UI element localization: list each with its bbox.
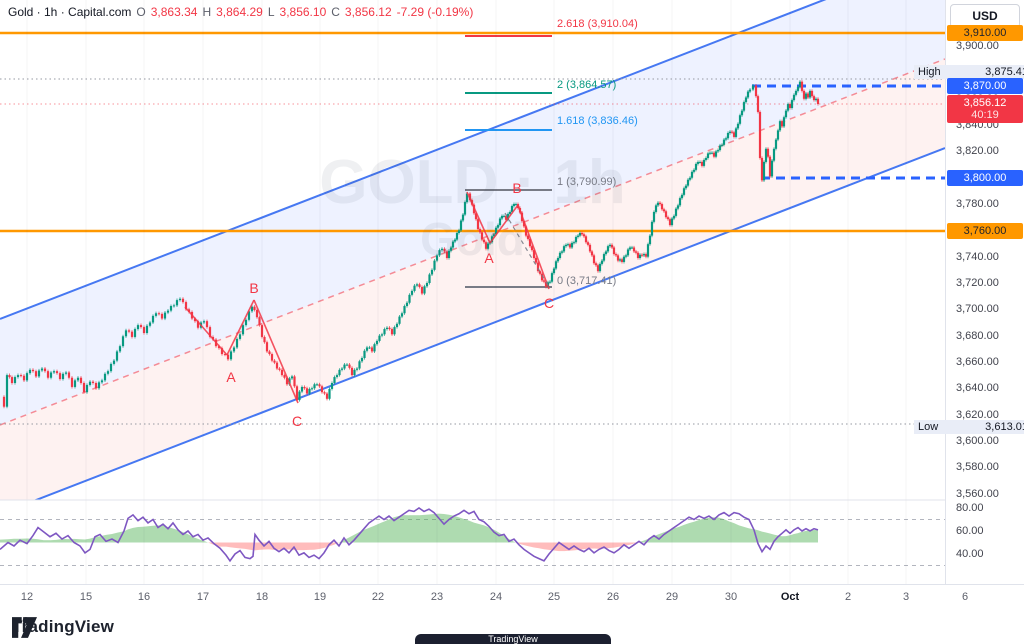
- abc-zigzag-line: [184, 306, 228, 356]
- fib-level-label: 2.618 (3,910.04): [557, 18, 638, 30]
- abc-zigzag-line: [466, 191, 491, 244]
- time-tick-label: 24: [489, 591, 503, 603]
- tradingview-logo-text: TradingView: [12, 617, 115, 636]
- price-tick-label: 60.00: [956, 525, 984, 537]
- wave-label-a: A: [226, 369, 236, 385]
- price-tick-label: 3,680.00: [956, 330, 999, 342]
- symbol-legend[interactable]: Gold · 1h · Capital.com O 3,863.34 H 3,8…: [8, 5, 473, 19]
- time-tick-label: 16: [137, 591, 151, 603]
- fib-level-label: 0 (3,717.41): [557, 275, 617, 287]
- attribution-text: TradingView: [488, 634, 538, 644]
- price-level-badge: 3,870.00: [947, 78, 1023, 94]
- time-tick-label: 30: [724, 591, 738, 603]
- fib-level-label: 1.618 (3,836.46): [557, 115, 638, 127]
- price-tick-label: 80.00: [956, 502, 984, 514]
- abc-zigzag-line: [517, 204, 550, 290]
- time-tick-label: 29: [665, 591, 679, 603]
- fib-level-label: 1 (3,790.99): [557, 176, 617, 188]
- price-tick-label: 3,700.00: [956, 303, 999, 315]
- fib-level-label: 2 (3,864.57): [557, 79, 617, 91]
- price-tick-label: 3,740.00: [956, 251, 999, 263]
- last-price-badge: 3,856.12 40:19: [947, 95, 1023, 123]
- time-tick-label: 12: [20, 591, 34, 603]
- price-level-badge: 3,910.00: [947, 25, 1023, 41]
- high-price-row: High 3,875.41: [914, 65, 1024, 79]
- low-value: 3,856.10: [279, 5, 327, 19]
- close-label: C: [331, 5, 340, 19]
- price-tick-label: 3,780.00: [956, 198, 999, 210]
- change-value: -7.29 (-0.19%): [396, 5, 474, 19]
- price-axis[interactable]: USD 3,900.003,880.003,860.003,840.003,82…: [914, 0, 1024, 612]
- bar-countdown: 40:19: [971, 109, 999, 121]
- price-tick-label: 3,820.00: [956, 145, 999, 157]
- tradingview-logo-icon: [12, 617, 37, 638]
- price-tick-label: 40.00: [956, 548, 984, 560]
- wave-label-b: B: [512, 180, 522, 196]
- time-tick-label: 23: [430, 591, 444, 603]
- time-axis[interactable]: 12 15 16 17 18 19 22 23 24 25 26 29 30 Oct 2 3 6: [0, 584, 1024, 613]
- price-tick-label: 3,620.00: [956, 409, 999, 421]
- abc-zigzag-line: [253, 299, 299, 404]
- low-row-value: 3,613.01: [985, 421, 1024, 433]
- price-tick-label: 3,580.00: [956, 461, 999, 473]
- close-value: 3,856.12: [344, 5, 392, 19]
- low-label: L: [267, 5, 275, 19]
- open-value: 3,863.34: [150, 5, 198, 19]
- abc-zigzag-line: [226, 299, 255, 356]
- oscillator-pane: [0, 507, 945, 566]
- abc-zigzag-line: [489, 204, 519, 244]
- open-label: O: [136, 5, 146, 19]
- price-level-badge: 3,800.00: [947, 170, 1023, 186]
- wave-label-b: B: [249, 280, 259, 296]
- low-price-row: Low 3,613.01: [914, 420, 1024, 434]
- symbol-title[interactable]: Gold · 1h · Capital.com: [8, 5, 132, 19]
- time-tick-label: 25: [547, 591, 561, 603]
- tradingview-attribution-bar[interactable]: TradingView: [415, 634, 611, 644]
- low-row-label: Low: [918, 421, 939, 433]
- time-tick-label: 15: [79, 591, 93, 603]
- price-tick-label: 3,600.00: [956, 435, 999, 447]
- tradingview-logo[interactable]: TradingView: [12, 617, 115, 638]
- price-level-badge: 3,760.00: [947, 223, 1023, 239]
- high-row-label: High: [918, 66, 941, 78]
- time-tick-label: 6: [961, 591, 969, 603]
- high-value: 3,864.29: [216, 5, 263, 19]
- time-tick-label: 3: [902, 591, 910, 603]
- price-tick-label: 3,660.00: [956, 356, 999, 368]
- wave-label-a: A: [484, 250, 494, 266]
- time-tick-label: 19: [313, 591, 327, 603]
- price-tick-label: 3,640.00: [956, 382, 999, 394]
- time-tick-label: 26: [606, 591, 620, 603]
- wave-label-c: C: [291, 413, 303, 429]
- time-tick-label: 22: [371, 591, 385, 603]
- high-row-value: 3,875.41: [985, 66, 1024, 78]
- oscillator-line: [0, 507, 819, 563]
- time-tick-label: 18: [255, 591, 269, 603]
- last-price-value: 3,856.12: [963, 97, 1007, 109]
- time-tick-label: 2: [844, 591, 852, 603]
- wave-label-c: C: [543, 295, 555, 311]
- price-tick-label: 3,560.00: [956, 488, 999, 500]
- price-tick-label: 3,900.00: [956, 40, 999, 52]
- time-tick-label: 17: [196, 591, 210, 603]
- price-pane: [0, 0, 945, 500]
- price-tick-label: 3,720.00: [956, 277, 999, 289]
- time-tick-label: Oct: [780, 591, 800, 603]
- high-label: H: [202, 5, 212, 19]
